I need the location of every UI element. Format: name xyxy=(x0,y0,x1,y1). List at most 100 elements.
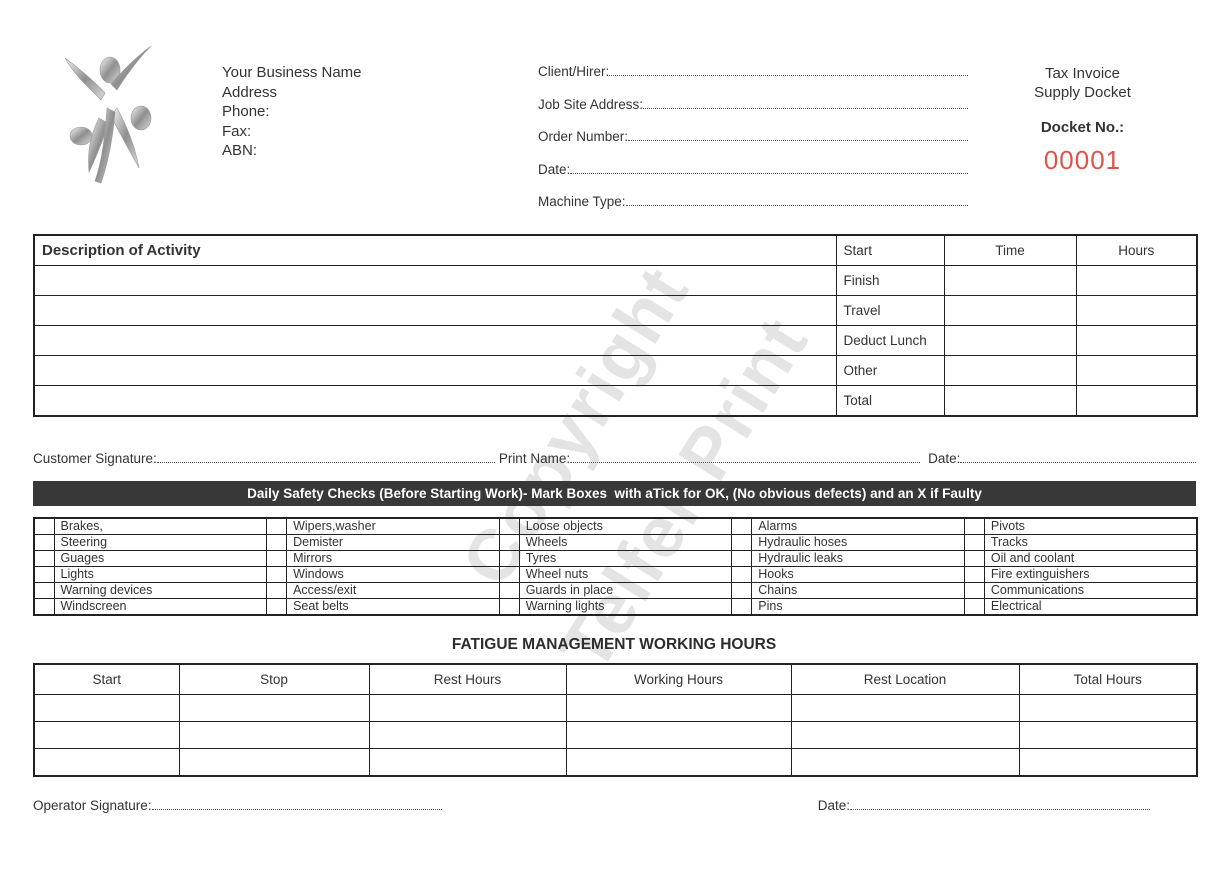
fatigue-value-cell[interactable] xyxy=(33,748,180,777)
hours-value-cell[interactable] xyxy=(1075,355,1198,386)
fatigue-value-cell[interactable] xyxy=(1018,748,1198,777)
safety-item-label: Seat belts xyxy=(286,598,500,616)
safety-checkbox[interactable] xyxy=(731,566,753,583)
fatigue-value-cell[interactable] xyxy=(178,748,370,777)
safety-checkbox[interactable] xyxy=(266,550,288,567)
fatigue-value-cell[interactable] xyxy=(1018,694,1198,722)
safety-checkbox[interactable] xyxy=(498,550,520,567)
business-abn: ABN: xyxy=(222,142,258,159)
fatigue-value-cell[interactable] xyxy=(790,748,1020,777)
fatigue-value-cell[interactable] xyxy=(33,694,180,722)
activity-description-cell[interactable] xyxy=(33,295,837,326)
header-field-row: Client/Hirer: xyxy=(538,62,968,95)
company-logo-icon xyxy=(55,38,175,188)
fatigue-value-cell[interactable] xyxy=(178,721,370,749)
hours-value-cell[interactable] xyxy=(1075,385,1198,417)
print-name-label: Print Name: xyxy=(498,451,571,466)
header-field-row: Job Site Address: xyxy=(538,95,968,128)
customer-date-label: Date: xyxy=(928,451,961,466)
fatigue-value-cell[interactable] xyxy=(368,694,567,722)
fatigue-column-header: Rest Location xyxy=(790,663,1020,695)
safety-checkbox[interactable] xyxy=(266,566,288,583)
activity-description-cell[interactable] xyxy=(33,265,837,296)
time-value-cell[interactable] xyxy=(943,385,1077,417)
fatigue-column-header: Rest Hours xyxy=(368,663,567,695)
fatigue-value-cell[interactable] xyxy=(178,694,370,722)
fatigue-value-cell[interactable] xyxy=(790,721,1020,749)
header-field-input-0[interactable] xyxy=(609,62,968,76)
time-row-label: Deduct Lunch xyxy=(835,325,945,356)
fatigue-value-cell[interactable] xyxy=(368,748,567,777)
safety-item-label: Alarms xyxy=(751,517,965,535)
activity-description-cell[interactable] xyxy=(33,385,837,417)
business-address: Address xyxy=(222,83,278,101)
safety-checkbox[interactable] xyxy=(963,598,985,616)
safety-checkbox[interactable] xyxy=(33,598,55,616)
safety-checkbox[interactable] xyxy=(963,566,985,583)
time-value-cell[interactable] xyxy=(943,265,1077,296)
safety-checkbox[interactable] xyxy=(266,582,288,599)
activity-description-cell[interactable] xyxy=(33,325,837,356)
safety-item-label: Warning devices xyxy=(53,582,268,599)
safety-checkbox[interactable] xyxy=(33,534,55,551)
safety-checkbox[interactable] xyxy=(498,517,520,535)
time-value-cell[interactable] xyxy=(943,355,1077,386)
operator-date-field[interactable] xyxy=(850,796,1150,810)
safety-checkbox[interactable] xyxy=(963,534,985,551)
safety-checkbox[interactable] xyxy=(33,517,55,535)
operator-signature-label: Operator Signature: xyxy=(33,798,152,813)
safety-checkbox[interactable] xyxy=(963,582,985,599)
safety-checkbox[interactable] xyxy=(33,582,55,599)
safety-checkbox[interactable] xyxy=(33,550,55,567)
customer-signature-field[interactable] xyxy=(156,449,495,463)
safety-checkbox[interactable] xyxy=(498,566,520,583)
fatigue-value-cell[interactable] xyxy=(790,694,1020,722)
docket-block: Tax Invoice Supply Docket Docket No.: 00… xyxy=(985,64,1180,176)
safety-item-label: Windows xyxy=(286,566,500,583)
hours-value-cell[interactable] xyxy=(1075,295,1198,326)
safety-row: Lights Windows Wheel nuts Hooks Fire extingu… xyxy=(33,566,1198,583)
safety-checkbox[interactable] xyxy=(266,517,288,535)
safety-item-label: Wheels xyxy=(518,534,733,551)
safety-item-label: Tracks xyxy=(983,534,1198,551)
activity-row: Deduct Lunch xyxy=(33,325,1198,356)
safety-checkbox[interactable] xyxy=(731,550,753,567)
hours-value-cell[interactable] xyxy=(1075,325,1198,356)
print-name-field[interactable] xyxy=(570,449,921,463)
header-field-label-4: Machine Type: xyxy=(538,194,626,209)
hours-value-cell[interactable] xyxy=(1075,265,1198,296)
fatigue-value-cell[interactable] xyxy=(565,721,792,749)
safety-checkbox[interactable] xyxy=(731,517,753,535)
safety-checkbox[interactable] xyxy=(266,598,288,616)
safety-checkbox[interactable] xyxy=(33,566,55,583)
safety-row: Warning devices Access/exit Guards in plac… xyxy=(33,582,1198,599)
safety-checkbox[interactable] xyxy=(498,582,520,599)
safety-checkbox[interactable] xyxy=(731,598,753,616)
header-field-input-4[interactable] xyxy=(625,192,968,206)
safety-item-label: Demister xyxy=(286,534,500,551)
time-value-cell[interactable] xyxy=(943,325,1077,356)
activity-row: Finish xyxy=(33,265,1198,296)
time-value-cell[interactable] xyxy=(943,295,1077,326)
time-column-header: Time xyxy=(943,234,1077,266)
header-field-input-1[interactable] xyxy=(643,95,968,109)
customer-date-field[interactable] xyxy=(960,449,1196,463)
header-field-input-3[interactable] xyxy=(570,160,968,174)
activity-description-cell[interactable] xyxy=(33,355,837,386)
safety-checkbox[interactable] xyxy=(498,534,520,551)
safety-checkbox[interactable] xyxy=(963,517,985,535)
doc-title-line2: Supply Docket xyxy=(1034,84,1131,101)
fatigue-value-cell[interactable] xyxy=(565,694,792,722)
safety-checkbox[interactable] xyxy=(731,534,753,551)
safety-checkbox[interactable] xyxy=(266,534,288,551)
safety-checkbox[interactable] xyxy=(963,550,985,567)
fatigue-value-cell[interactable] xyxy=(33,721,180,749)
fatigue-value-cell[interactable] xyxy=(368,721,567,749)
safety-checkbox[interactable] xyxy=(731,582,753,599)
safety-checkbox[interactable] xyxy=(498,598,520,616)
fatigue-value-cell[interactable] xyxy=(565,748,792,777)
fatigue-value-cell[interactable] xyxy=(1018,721,1198,749)
safety-item-label: Pins xyxy=(751,598,965,616)
header-field-input-2[interactable] xyxy=(628,127,968,141)
operator-signature-field[interactable] xyxy=(151,796,442,810)
